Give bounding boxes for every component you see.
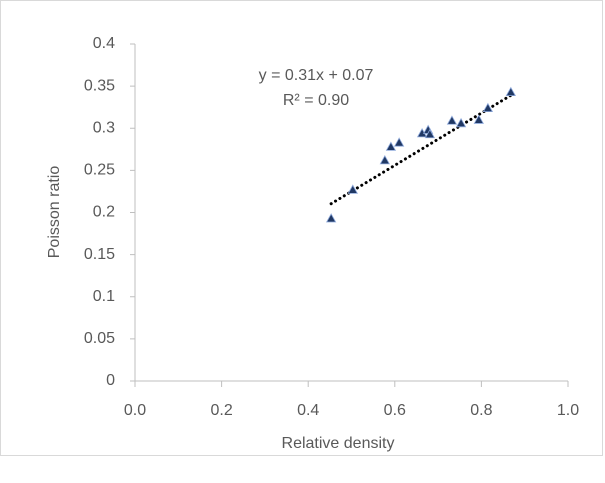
- x-tick-label: 0.4: [297, 402, 319, 419]
- x-axis-label: Relative density: [282, 435, 395, 452]
- y-tick-label: 0.25: [84, 162, 115, 179]
- data-point: [385, 141, 397, 151]
- x-tick-label: 0.6: [384, 402, 406, 419]
- y-tick-label: 0.3: [93, 119, 115, 136]
- data-point: [424, 128, 436, 139]
- y-tick-label: 0.4: [93, 35, 115, 52]
- data-point: [446, 115, 458, 125]
- x-tick-label: 0.2: [210, 402, 232, 419]
- data-point: [325, 213, 337, 223]
- y-tick-label: 0.2: [93, 204, 115, 221]
- y-tick-label: 0.35: [84, 77, 115, 94]
- chart-frame: [0, 0, 603, 456]
- data-point: [393, 137, 405, 147]
- y-tick-label: 0: [106, 372, 115, 389]
- data-point: [455, 117, 467, 128]
- y-tick-label: 0.05: [84, 330, 115, 347]
- trendline-equation: y = 0.31x + 0.07: [259, 67, 374, 84]
- data-point: [505, 86, 517, 97]
- y-tick-label: 0.1: [93, 288, 115, 305]
- trendline-r2: R² = 0.90: [283, 92, 349, 109]
- data-point: [482, 102, 494, 113]
- y-axis-label: Poisson ratio: [46, 166, 63, 259]
- x-tick-label: 1.0: [557, 402, 579, 419]
- y-tick-label: 0.15: [84, 246, 115, 263]
- x-tick-label: 0.0: [124, 402, 146, 419]
- data-point: [347, 184, 358, 194]
- data-point: [379, 154, 391, 165]
- x-tick-label: 0.8: [470, 402, 492, 419]
- data-point: [473, 114, 484, 124]
- trendline: [329, 93, 513, 206]
